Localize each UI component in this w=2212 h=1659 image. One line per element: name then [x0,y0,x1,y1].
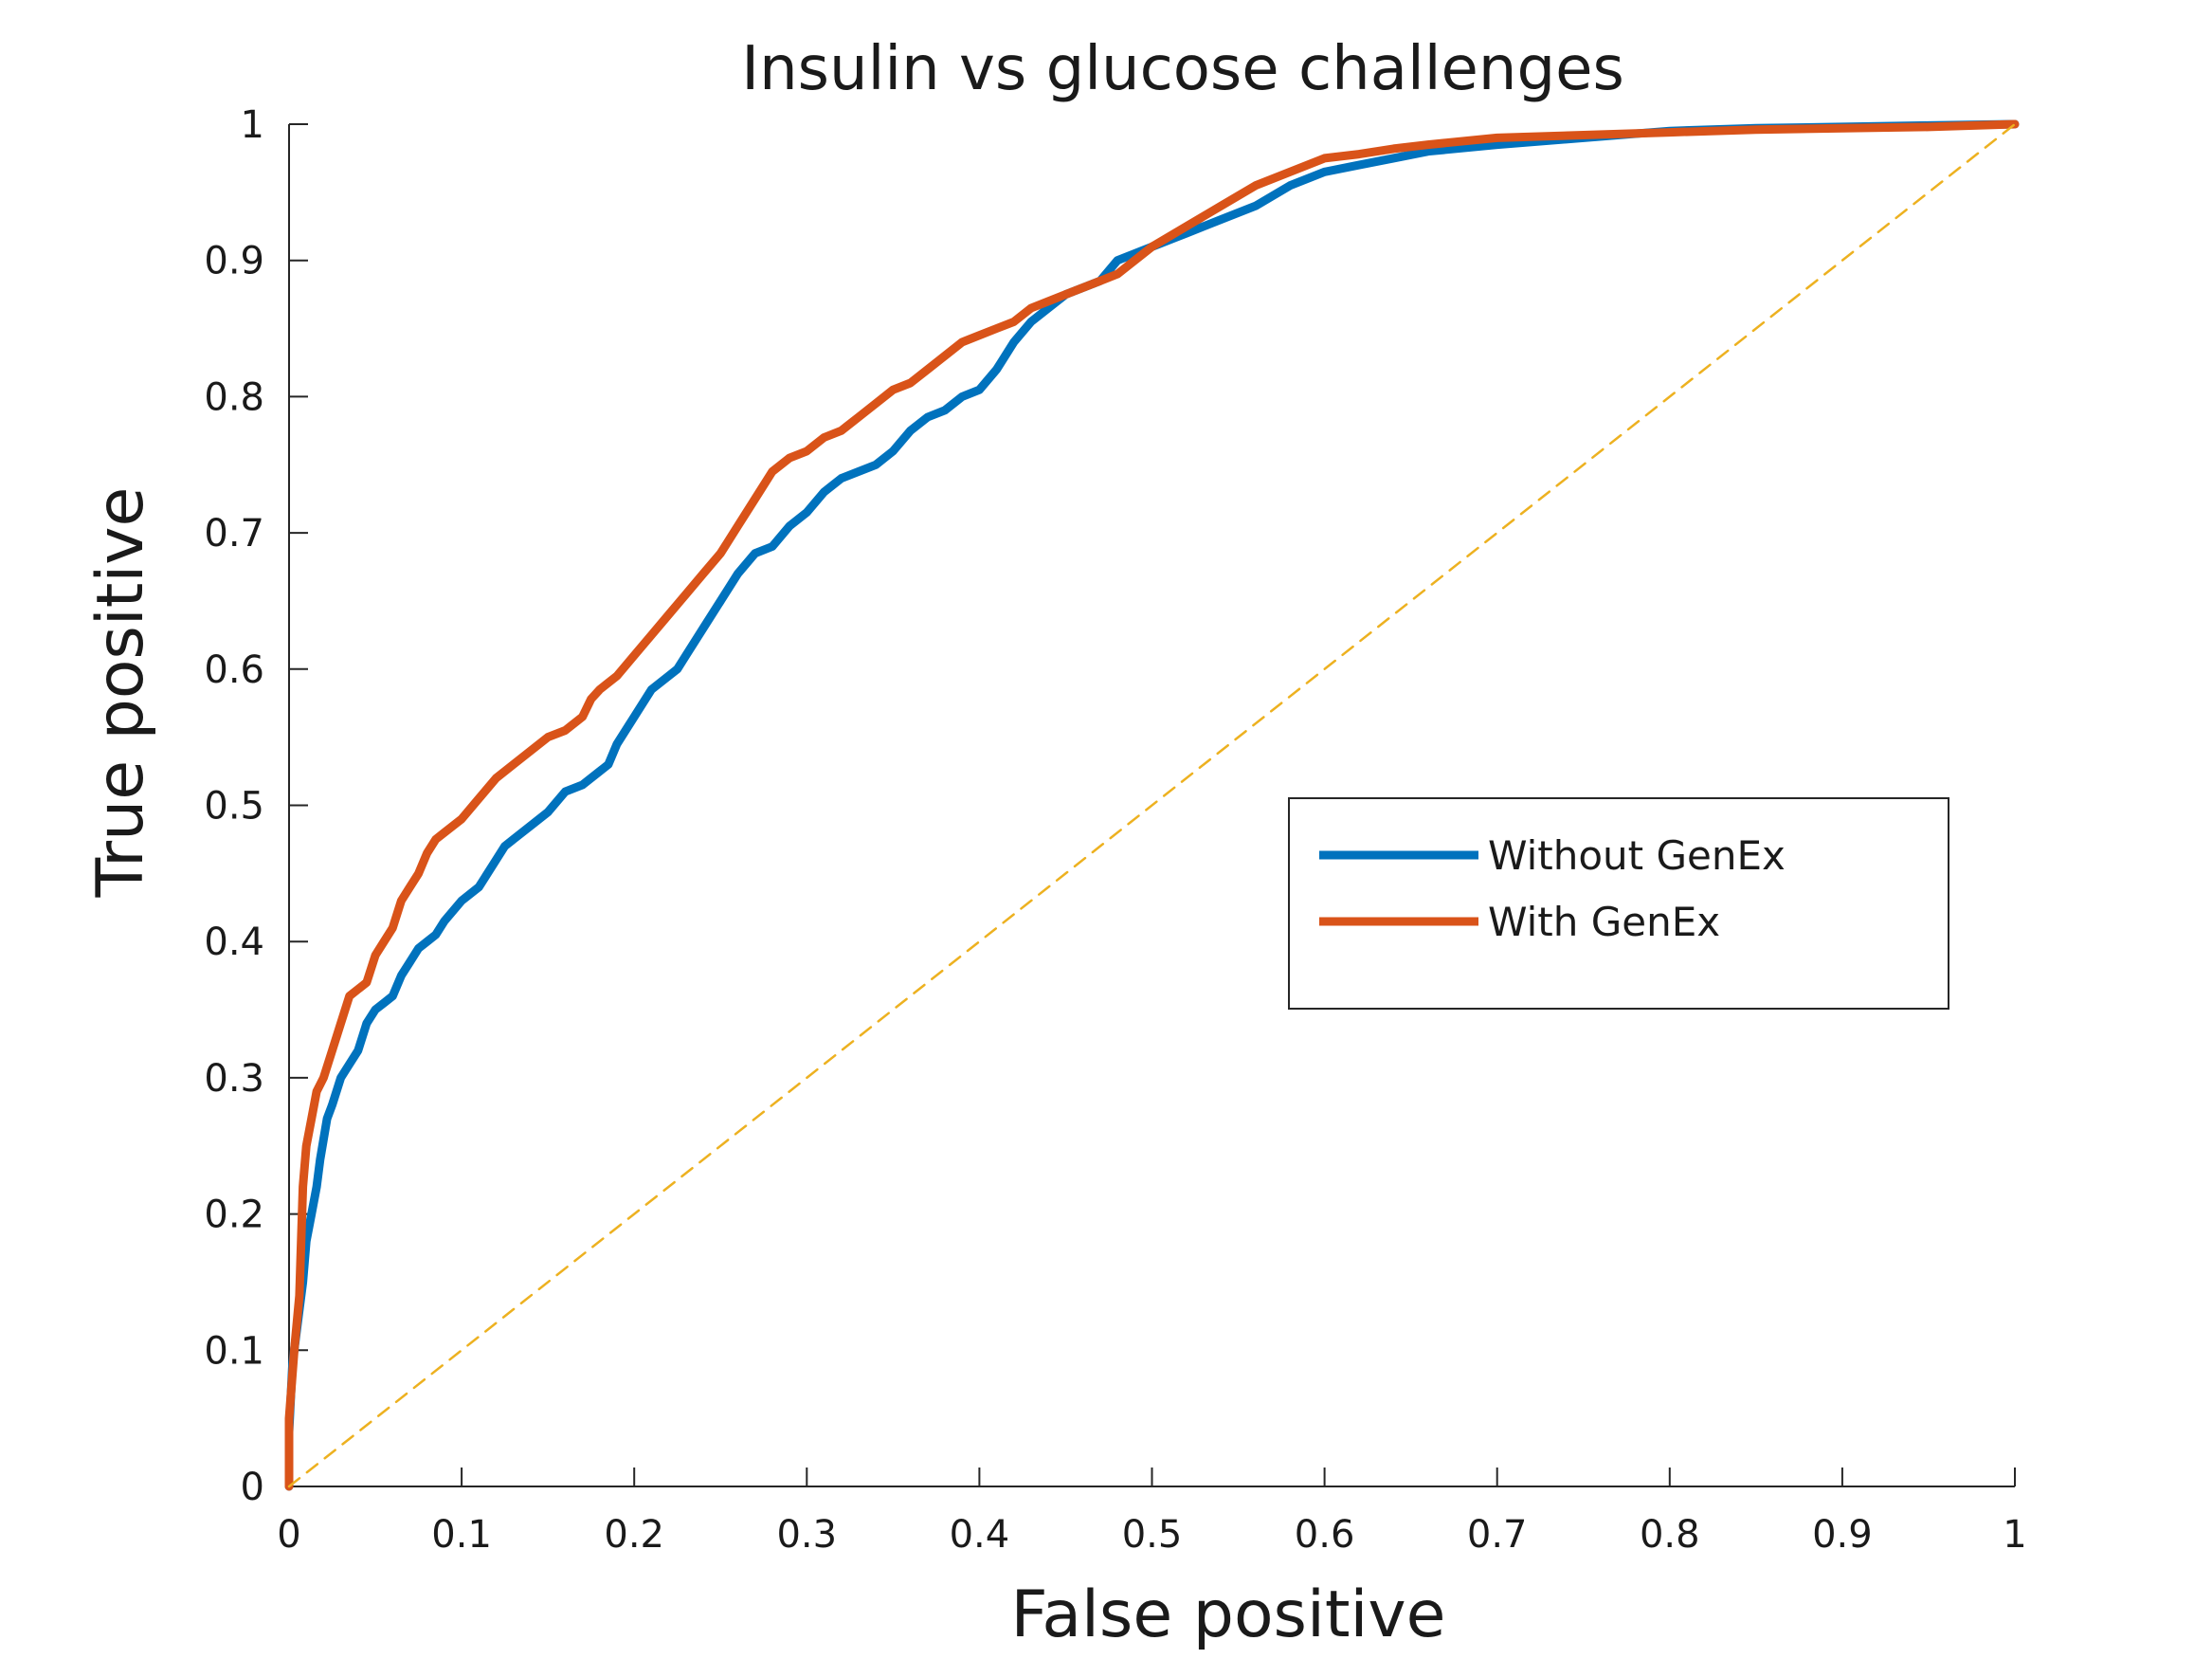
legend-label-without-genex: Without GenEx [1488,832,1786,879]
x-tick-label: 0.5 [1122,1513,1183,1557]
y-tick-label: 0.2 [204,1194,264,1237]
series-line-1 [284,119,2020,1491]
y-tick-label: 0.7 [204,512,264,556]
x-axis-title: False positive [1010,1577,1445,1652]
y-tick-label: 0.1 [204,1329,264,1373]
y-tick-label: 0.9 [204,240,264,283]
y-tick-label: 1 [241,103,264,147]
legend-label-with-genex: With GenEx [1488,899,1720,945]
y-axis-title: True positive [83,487,158,899]
x-tick-label: 0.2 [604,1513,664,1557]
y-tick-label: 0.8 [204,375,264,419]
series-line-0 [284,119,2020,1491]
y-tick-label: 0 [241,1466,264,1509]
legend: Without GenEx With GenEx [1288,797,1949,1010]
x-tick-label: 0.7 [1467,1513,1528,1557]
x-tick-label: 0 [277,1513,300,1557]
y-tick-label: 0.4 [204,921,264,964]
x-tick-label: 0.9 [1812,1513,1873,1557]
y-tick-label: 0.3 [204,1057,264,1101]
x-tick-label: 0.6 [1295,1513,1355,1557]
x-tick-label: 0.4 [950,1513,1010,1557]
x-tick-label: 1 [2003,1513,2026,1557]
x-tick-label: 0.3 [776,1513,837,1557]
legend-box [1288,797,1949,1010]
x-tick-label: 0.8 [1640,1513,1700,1557]
x-tick-label: 0.1 [431,1513,492,1557]
y-tick-label: 0.6 [204,648,264,692]
reference-diagonal-line [287,122,2017,1488]
y-tick-label: 0.5 [204,785,264,829]
chart-title: Insulin vs glucose challenges [741,34,1624,104]
ticks: 0 0.1 0.2 0.3 0.4 0.5 0.6 0.7 0.8 0.9 1 0 0.1 0.2 0.3 0… [204,103,2026,1557]
series-lines [284,119,2020,1491]
